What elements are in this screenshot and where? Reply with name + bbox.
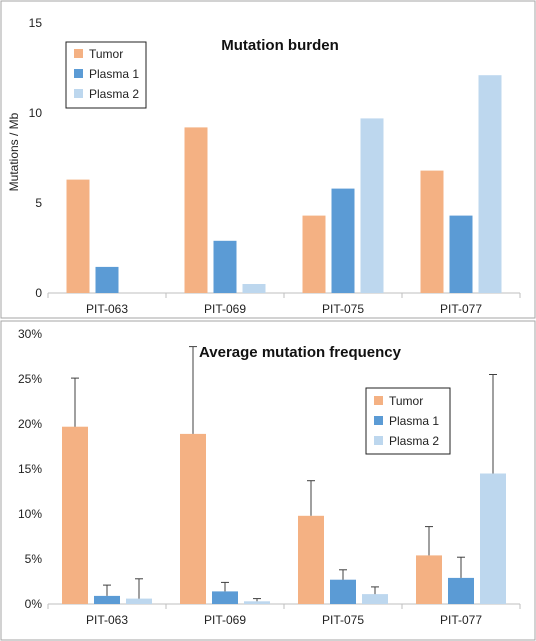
bar-plasma-2-pit-077 xyxy=(478,75,502,293)
chart-1-title: Mutation burden xyxy=(221,37,338,54)
chart-1-legend: Tumor Plasma 1 Plasma 2 xyxy=(65,41,147,109)
legend-label-tumor: Tumor xyxy=(89,47,123,61)
legend-2-label-tumor: Tumor xyxy=(389,394,423,408)
legend-swatch-plasma-2 xyxy=(74,89,83,98)
bar-tumor-pit-075 xyxy=(298,515,324,604)
chart-2-y-tick-label: 30% xyxy=(18,327,42,341)
average-mutation-frequency-chart: Average mutation frequency 0% 5% 10% 15% 20%… xyxy=(18,327,521,627)
chart-1-x-tick-label: PIT-069 xyxy=(204,302,246,316)
legend-swatch-plasma-1 xyxy=(74,69,83,78)
chart-2-x-tick-label: PIT-063 xyxy=(86,613,128,627)
chart-2-y-tick-label: 25% xyxy=(18,372,42,386)
chart-2-x-tick-label: PIT-075 xyxy=(322,613,364,627)
chart-2-x-tick-label: PIT-077 xyxy=(440,613,482,627)
bar-tumor-pit-063 xyxy=(66,179,90,293)
legend-2-swatch-plasma-1 xyxy=(374,416,383,425)
bar-plasma-2-pit-077 xyxy=(480,473,506,604)
bar-tumor-pit-077 xyxy=(416,555,442,604)
bar-plasma-2-pit-069 xyxy=(242,284,266,293)
bar-plasma-1-pit-077 xyxy=(449,215,473,293)
legend-swatch-tumor xyxy=(74,49,83,58)
chart-1-y-tick-label: 5 xyxy=(35,196,42,210)
legend-2-swatch-tumor xyxy=(374,396,383,405)
bar-plasma-2-pit-075 xyxy=(362,594,388,604)
chart-1-y-tick-label: 10 xyxy=(29,106,43,120)
legend-label-plasma-1: Plasma 1 xyxy=(89,67,139,81)
bar-tumor-pit-063 xyxy=(62,426,88,604)
bar-plasma-1-pit-063 xyxy=(95,266,119,293)
chart-2-x-tick-label: PIT-069 xyxy=(204,613,246,627)
legend-2-label-plasma-1: Plasma 1 xyxy=(389,414,439,428)
chart-1-x-tick-label: PIT-077 xyxy=(440,302,482,316)
legend-2-label-plasma-2: Plasma 2 xyxy=(389,434,439,448)
bar-plasma-1-pit-075 xyxy=(331,188,355,293)
chart-1-y-tick-label: 0 xyxy=(35,286,42,300)
chart-2-y-tick-label: 5% xyxy=(25,552,43,566)
bar-plasma-1-pit-063 xyxy=(94,595,120,604)
chart-1-x-tick-label: PIT-063 xyxy=(86,302,128,316)
chart-2-y-tick-label: 15% xyxy=(18,462,42,476)
chart-1-x-tick-label: PIT-075 xyxy=(322,302,364,316)
legend-label-plasma-2: Plasma 2 xyxy=(89,87,139,101)
chart-1-y-tick-label: 15 xyxy=(29,16,43,30)
bar-plasma-1-pit-069 xyxy=(212,591,238,604)
bar-tumor-pit-075 xyxy=(302,215,326,293)
bar-plasma-1-pit-077 xyxy=(448,577,474,604)
chart-2-y-tick-label: 0% xyxy=(25,597,43,611)
bar-plasma-2-pit-069 xyxy=(244,601,270,604)
bar-tumor-pit-069 xyxy=(184,127,208,294)
bar-plasma-2-pit-063 xyxy=(126,598,152,604)
bar-tumor-pit-077 xyxy=(420,170,444,293)
chart-2-legend: Tumor Plasma 1 Plasma 2 xyxy=(365,387,451,455)
chart-2-y-tick-label: 20% xyxy=(18,417,42,431)
bar-plasma-1-pit-075 xyxy=(330,579,356,604)
chart-1-y-axis-label: Mutations / Mb xyxy=(7,112,21,191)
chart-2-y-tick-label: 10% xyxy=(18,507,42,521)
legend-2-swatch-plasma-2 xyxy=(374,436,383,445)
bar-plasma-1-pit-069 xyxy=(213,240,237,293)
bar-plasma-2-pit-075 xyxy=(360,118,384,294)
mutation-burden-chart: Mutation burden Mutations / Mb 0 5 10 15 PIT… xyxy=(7,16,521,316)
chart-2-title: Average mutation frequency xyxy=(199,344,402,361)
bar-tumor-pit-069 xyxy=(180,433,206,604)
panel-2-frame xyxy=(0,320,536,641)
